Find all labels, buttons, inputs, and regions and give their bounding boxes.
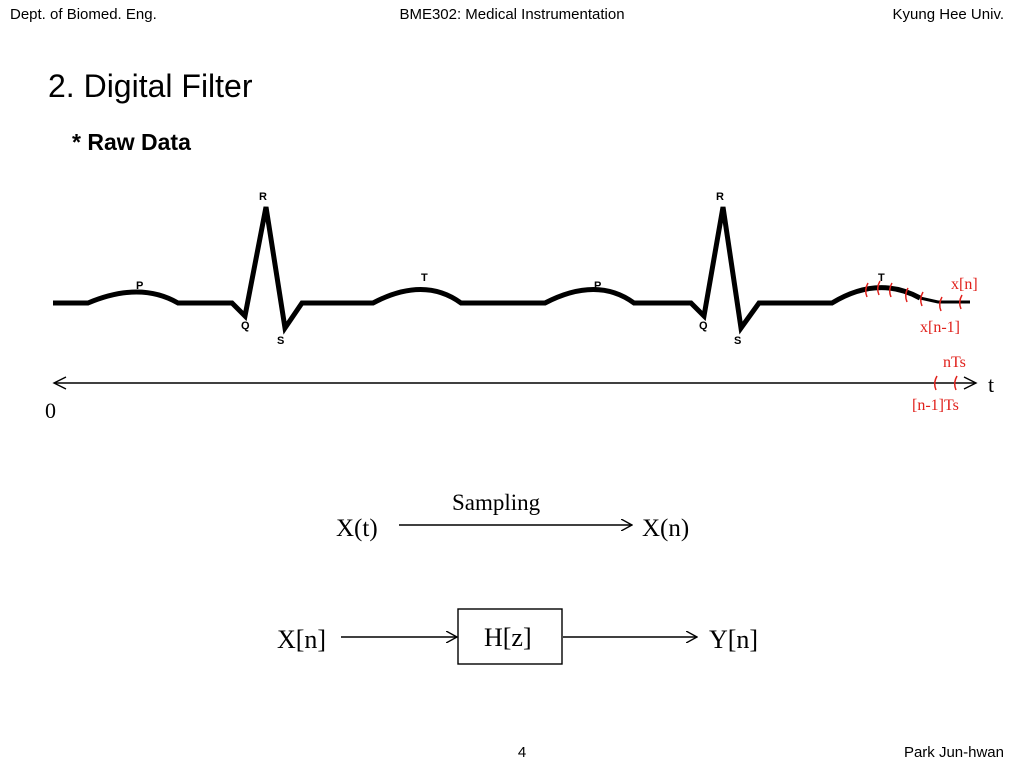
time-mark-previous [933,375,938,391]
header-department: Dept. of Biomed. Eng. [10,6,157,23]
wave-label-s1: S [277,335,284,347]
sample-mark [876,280,881,296]
sample-mark [919,291,924,307]
section-heading: * Raw Data [72,129,191,155]
axis-origin-label: 0 [45,398,56,423]
sampling-label: Sampling [452,490,541,515]
ecg-trace-tail [919,296,970,304]
time-marks [933,375,958,391]
axis-variable-label: t [988,372,994,397]
header-university: Kyung Hee Univ. [892,6,1004,23]
sample-mark [888,282,893,298]
filter-block-diagram: X[n] H[z] Y[n] [277,608,758,665]
time-label-current: nTs [943,354,966,371]
time-label-previous: [n-1]Ts [912,397,959,414]
wave-label-p1: P [136,280,143,292]
footer-author: Park Jun-hwan [903,744,1004,761]
wave-label-p2: P [594,280,601,292]
time-mark-current [953,375,958,391]
wave-label-r2: R [716,191,724,203]
page-number: 4 [517,744,527,761]
page-title: 2. Digital Filter [48,68,253,104]
header-course: BME302: Medical Instrumentation [399,6,625,23]
sampling-relation: X(t) Sampling X(n) [336,490,689,542]
wave-label-q1: Q [241,320,250,332]
wave-label-q2: Q [699,320,708,332]
wave-label-r1: R [259,191,267,203]
sample-mark [904,287,909,303]
wave-label-s2: S [734,335,741,347]
ecg-trace [53,206,922,335]
filter-output: Y[n] [709,625,758,654]
time-axis-left-arrow [52,376,67,390]
filter-box [457,608,563,665]
sample-mark [938,296,943,312]
sample-mark [864,282,869,298]
ecg-waveform: P Q R S T P Q R S T [53,191,970,347]
time-axis-right-arrow [963,376,978,390]
wave-label-t2: T [878,272,885,284]
sample-label-current: x[n] [951,276,978,293]
sample-marks [864,280,963,312]
filter-input: X[n] [277,625,326,654]
sampling-output: X(n) [642,515,689,542]
sample-label-previous: x[n-1] [920,319,960,336]
wave-label-t1: T [421,272,428,284]
filter-transfer-function: H[z] [484,623,532,652]
sample-mark [958,294,963,310]
sampling-input: X(t) [336,515,378,542]
